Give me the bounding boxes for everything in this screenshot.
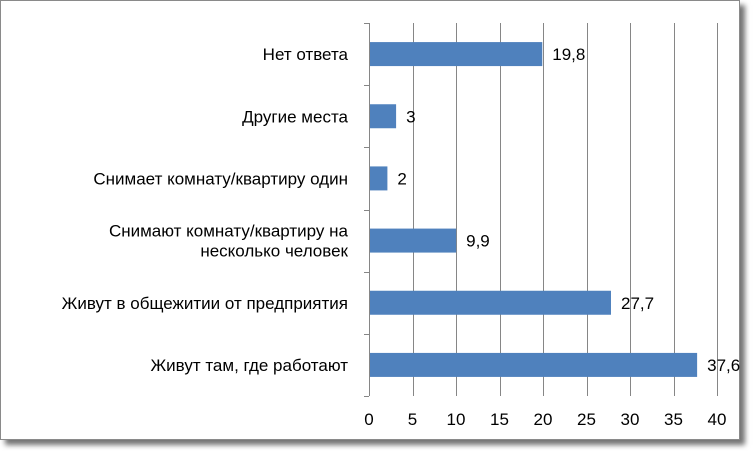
x-tick-label: 35 bbox=[664, 410, 683, 429]
x-tick-label: 20 bbox=[534, 410, 553, 429]
category-label: несколько человек bbox=[200, 242, 348, 261]
data-label: 37,6 bbox=[707, 356, 740, 375]
category-label: Живут в общежитии от предприятия bbox=[62, 294, 348, 313]
bar bbox=[370, 352, 698, 377]
data-label: 27,7 bbox=[621, 294, 654, 313]
category-label: Другие места bbox=[242, 107, 348, 126]
x-tick-label: 25 bbox=[577, 410, 596, 429]
x-tick-label: 15 bbox=[490, 410, 509, 429]
category-label: Снимают комнату/квартиру на bbox=[109, 222, 349, 241]
data-label: 2 bbox=[397, 169, 406, 188]
bar bbox=[370, 42, 543, 67]
bar bbox=[370, 166, 388, 191]
data-label: 19,8 bbox=[552, 45, 585, 64]
category-label: Нет ответа bbox=[263, 45, 349, 64]
bar bbox=[370, 104, 397, 129]
x-tick-label: 40 bbox=[708, 410, 727, 429]
x-tick-label: 10 bbox=[447, 410, 466, 429]
chart-frame: 0 5 10 15 20 25 30 35 40 19,8 Нет ответа 3 Другие ме… bbox=[0, 0, 740, 440]
category-label: Живут там, где работают bbox=[150, 356, 348, 375]
data-label: 9,9 bbox=[466, 232, 490, 251]
x-tick-label: 0 bbox=[364, 410, 373, 429]
x-tick-label: 30 bbox=[621, 410, 640, 429]
bar bbox=[370, 228, 457, 253]
x-tick-label: 5 bbox=[408, 410, 417, 429]
data-label: 3 bbox=[406, 107, 415, 126]
category-label: Снимает комнату/квартиру один bbox=[93, 169, 348, 188]
horizontal-bar-chart: 0 5 10 15 20 25 30 35 40 19,8 Нет ответа 3 Другие ме… bbox=[62, 23, 740, 429]
bar bbox=[370, 290, 611, 315]
